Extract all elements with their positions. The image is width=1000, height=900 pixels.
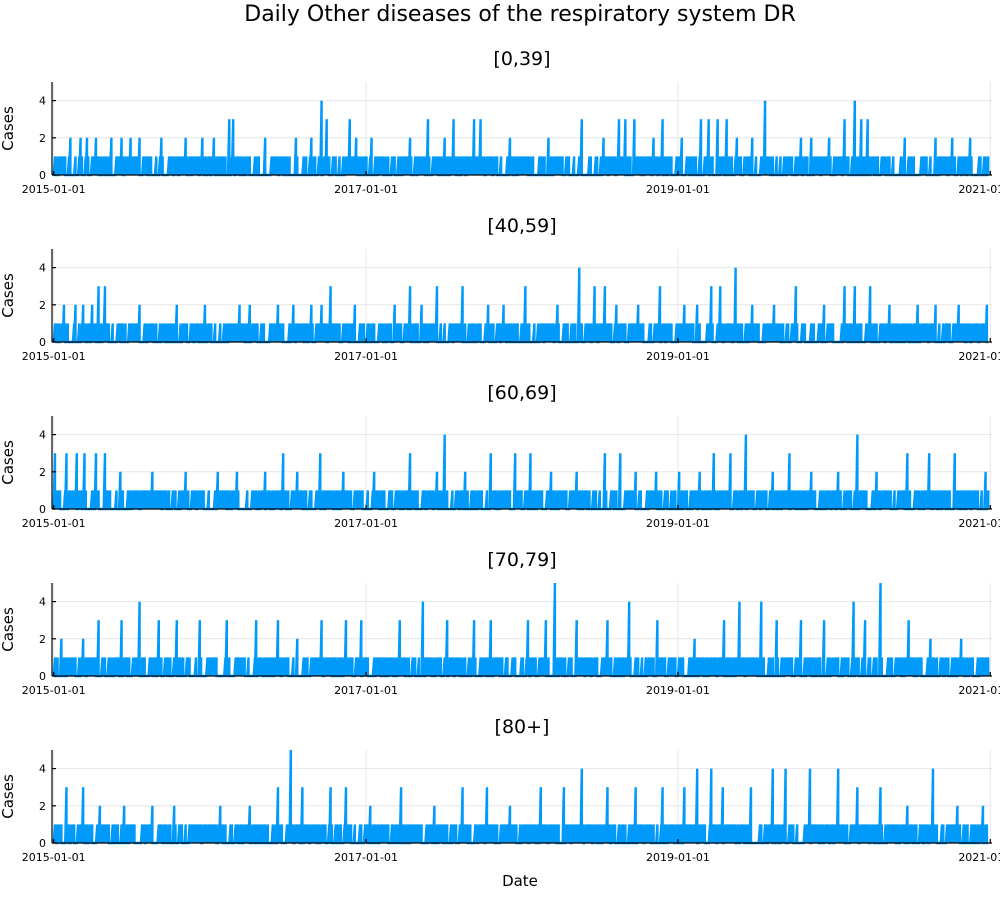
panel-4: [80+] 0 2 4 2015-01-01 2017-01-01 2019-01-01 20… — [0, 716, 1000, 864]
x-tick-label: 2017-01-01 — [334, 517, 398, 530]
x-tick-label: 2017-01-01 — [334, 350, 398, 363]
panel-1: [40,59] 0 2 4 2015-01-01 2017-01-01 2019-01-01… — [0, 215, 1000, 363]
y-tick-label: 0 — [39, 169, 46, 182]
y-axis-title: Cases — [0, 106, 17, 151]
x-tick-label: 2017-01-01 — [334, 183, 398, 196]
y-tick-label: 0 — [39, 336, 46, 349]
x-tick-label: 2021-01-01 — [958, 183, 1000, 196]
panel-title: [60,69] — [487, 382, 556, 404]
x-tick-label: 2019-01-01 — [646, 851, 710, 864]
x-tick-label: 2019-01-01 — [646, 517, 710, 530]
y-axis-title: Cases — [0, 273, 17, 318]
x-tick-label: 2021-01-01 — [958, 684, 1000, 697]
panels: [0,39] 0 2 4 2015-01-01 2017-01-01 2019-01-01 2… — [0, 48, 1000, 864]
y-tick-label: 2 — [39, 299, 46, 312]
panel-3: [70,79] 0 2 4 2015-01-01 2017-01-01 2019-01-01… — [0, 549, 1000, 697]
y-tick-label: 0 — [39, 670, 46, 683]
x-tick-label: 2017-01-01 — [334, 851, 398, 864]
series-line — [52, 100, 990, 177]
panel-2: [60,69] 0 2 4 2015-01-01 2017-01-01 2019-01-01… — [0, 382, 1000, 530]
x-tick-label: 2021-01-01 — [958, 517, 1000, 530]
panel-title: [0,39] — [493, 48, 550, 70]
panel-title: [40,59] — [487, 215, 556, 237]
y-axis-title: Cases — [0, 440, 17, 485]
y-axis-title: Cases — [0, 774, 17, 819]
series-line — [52, 749, 989, 845]
y-tick-label: 0 — [39, 503, 46, 516]
x-tick-label: 2021-01-01 — [958, 350, 1000, 363]
x-tick-label: 2015-01-01 — [22, 183, 86, 196]
y-tick-label: 2 — [39, 800, 46, 813]
series-line — [52, 582, 990, 678]
x-tick-label: 2015-01-01 — [22, 684, 86, 697]
panel-title: [80+] — [495, 716, 550, 738]
panel-title: [70,79] — [487, 549, 556, 571]
x-tick-label: 2015-01-01 — [22, 350, 86, 363]
x-tick-label: 2015-01-01 — [22, 851, 86, 864]
y-axis-title: Cases — [0, 607, 17, 652]
x-tick-label: 2021-01-01 — [958, 851, 1000, 864]
y-tick-label: 2 — [39, 466, 46, 479]
y-tick-label: 0 — [39, 837, 46, 850]
x-tick-label: 2019-01-01 — [646, 350, 710, 363]
y-tick-label: 4 — [39, 763, 46, 776]
y-tick-label: 2 — [39, 633, 46, 646]
x-tick-label: 2019-01-01 — [646, 684, 710, 697]
x-axis-title: Date — [502, 872, 538, 890]
panel-0: [0,39] 0 2 4 2015-01-01 2017-01-01 2019-01-01 2… — [0, 48, 1000, 196]
y-tick-label: 4 — [39, 95, 46, 108]
y-tick-label: 4 — [39, 262, 46, 275]
y-tick-label: 4 — [39, 596, 46, 609]
x-tick-label: 2019-01-01 — [646, 183, 710, 196]
x-tick-label: 2017-01-01 — [334, 684, 398, 697]
y-tick-label: 4 — [39, 429, 46, 442]
y-tick-label: 2 — [39, 132, 46, 145]
x-tick-label: 2015-01-01 — [22, 517, 86, 530]
chart-title: Daily Other diseases of the respiratory … — [244, 2, 795, 27]
